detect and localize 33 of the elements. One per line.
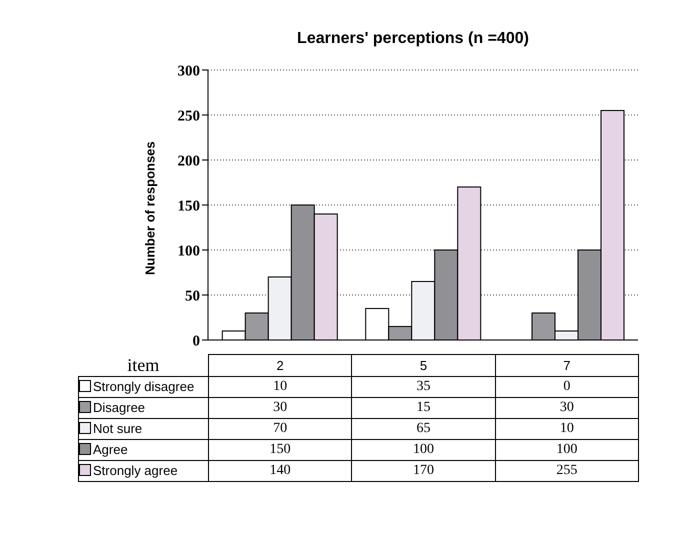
chart-title: Learners' perceptions (n =400)	[296, 30, 530, 49]
legend-label: Not sure	[78, 418, 208, 439]
data-label: 150	[208, 439, 352, 460]
data-label: 140	[208, 460, 352, 481]
data-label: 15	[352, 397, 496, 418]
x-tick-label: 5	[352, 354, 496, 376]
x-tick-label: 2	[208, 354, 352, 376]
data-label: 255	[495, 460, 638, 481]
data-label: 100	[495, 439, 638, 460]
y-axis-title: Number of responses	[142, 141, 158, 275]
data-label: 10	[208, 376, 352, 397]
data-label: 0	[495, 376, 638, 397]
legend-label: Strongly disagree	[78, 376, 208, 397]
data-label: 30	[208, 397, 352, 418]
legend-label: Disagree	[78, 397, 208, 418]
y-tick-label: 300	[178, 63, 200, 80]
y-tick-label: 250	[178, 108, 200, 124]
y-tick-label: 50	[185, 288, 200, 304]
data-label: 30	[495, 397, 638, 418]
data-label: 35	[352, 376, 496, 397]
x-tick-label: 7	[495, 354, 638, 376]
data-label: 10	[495, 418, 638, 439]
x-axis-title: item	[126, 354, 160, 376]
data-label: 70	[208, 418, 352, 439]
data-label: 170	[352, 460, 496, 481]
y-tick-label: 150	[178, 198, 200, 214]
data-label: 100	[352, 439, 496, 460]
data-label: 65	[352, 418, 496, 439]
legend-label: Agree	[78, 439, 208, 460]
y-tick-label: 0	[192, 333, 200, 350]
y-tick-label: 200	[178, 153, 200, 170]
y-tick-label: 100	[178, 243, 200, 260]
legend-label: Strongly agree	[78, 460, 208, 481]
